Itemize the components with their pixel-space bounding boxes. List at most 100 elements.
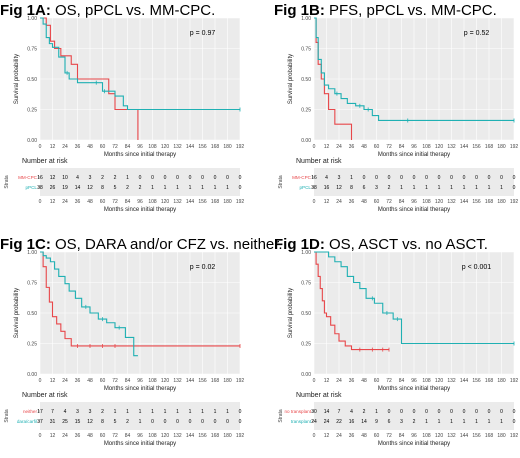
km-curve: [314, 251, 389, 351]
risk-count: 1: [488, 419, 491, 425]
risk-count: 2: [139, 185, 142, 191]
panel-label-b: Fig 1B:: [274, 2, 325, 19]
risk-x-tick-label: 168: [485, 433, 494, 439]
x-tick-label: 192: [510, 378, 519, 384]
risk-x-tick-label: 72: [112, 433, 118, 439]
x-tick-label: 180: [223, 378, 232, 384]
km-curve: [314, 251, 514, 345]
risk-x-tick-label: 156: [472, 199, 481, 205]
panel-title-text-b: PFS, pPCL vs. MM-CPC.: [324, 2, 497, 19]
risk-x-tick-label: 96: [137, 199, 143, 205]
risk-count: 38: [311, 185, 317, 191]
risk-count: 1: [151, 185, 154, 191]
risk-count: 1: [126, 175, 129, 181]
risk-x-tick-label: 0: [313, 199, 316, 205]
x-tick-label: 132: [447, 144, 456, 150]
x-tick-label: 192: [236, 378, 245, 384]
risk-count: 0: [214, 419, 217, 425]
risk-count: 6: [363, 185, 366, 191]
y-tick-label: 1.00: [27, 16, 37, 22]
risk-count: 24: [324, 419, 330, 425]
y-tick-label: 0.50: [301, 77, 311, 83]
x-tick-label: 0: [313, 378, 316, 384]
x-tick-label: 24: [336, 378, 342, 384]
km-panel: 0 12 24 36 48 60 72 84 96 108 120 132 144 156 168 180 19…: [4, 16, 244, 213]
risk-count: 15: [75, 419, 81, 425]
risk-x-tick-label: 132: [173, 433, 182, 439]
risk-x-tick-label: 84: [125, 199, 131, 205]
risk-count: 0: [164, 175, 167, 181]
risk-x-tick-label: 132: [447, 433, 456, 439]
risk-count: 0: [500, 175, 503, 181]
risk-count: 14: [361, 419, 367, 425]
risk-row-label: dara/carfil: [17, 419, 37, 424]
risk-count: 1: [176, 185, 179, 191]
risk-row-label: MM-CPC: [18, 175, 38, 180]
risk-x-tick-label: 72: [112, 199, 118, 205]
km-curve: [40, 251, 138, 357]
risk-x-tick-label: 108: [422, 199, 431, 205]
risk-count: 0: [226, 419, 229, 425]
risk-x-tick-label: 132: [173, 199, 182, 205]
risk-count: 1: [214, 185, 217, 191]
risk-count: 0: [463, 175, 466, 181]
risk-x-axis-label: Months since initial therapy: [104, 441, 176, 447]
x-tick-label: 132: [173, 378, 182, 384]
risk-x-tick-label: 12: [50, 199, 56, 205]
risk-count: 0: [500, 409, 503, 415]
risk-x-axis-label: Months since initial therapy: [378, 441, 450, 447]
risk-count: 0: [425, 175, 428, 181]
risk-count: 0: [176, 175, 179, 181]
risk-count: 14: [75, 185, 81, 191]
x-tick-label: 120: [161, 144, 170, 150]
risk-count: 0: [438, 409, 441, 415]
risk-count: 0: [363, 175, 366, 181]
risk-count: 1: [350, 175, 353, 181]
risk-count: 1: [463, 419, 466, 425]
y-tick-label: 0.25: [27, 107, 37, 113]
p-value-label: p = 0.97: [190, 30, 216, 37]
risk-count: 0: [239, 409, 242, 415]
p-value-label: p = 0.02: [190, 264, 216, 271]
risk-count: 1: [500, 419, 503, 425]
risk-count: 0: [438, 175, 441, 181]
risk-table-title: Number at risk: [22, 392, 68, 399]
y-axis-label: Survival probability: [14, 54, 20, 104]
x-tick-label: 60: [374, 144, 380, 150]
x-tick-label: 108: [422, 144, 431, 150]
risk-count: 0: [475, 175, 478, 181]
risk-count: 0: [164, 419, 167, 425]
risk-x-tick-label: 84: [399, 199, 405, 205]
x-axis-label: Months since initial therapy: [104, 152, 176, 158]
x-tick-label: 120: [435, 144, 444, 150]
x-tick-label: 96: [411, 144, 417, 150]
risk-x-tick-label: 24: [336, 433, 342, 439]
panel-title-text-c: OS, DARA and/or CFZ vs. neither.: [50, 236, 283, 253]
risk-count: 2: [413, 419, 416, 425]
risk-count: 0: [513, 175, 516, 181]
risk-row-label: no transplant: [284, 409, 311, 414]
risk-count: 0: [513, 185, 516, 191]
risk-x-tick-label: 24: [62, 199, 68, 205]
risk-count: 1: [164, 409, 167, 415]
x-tick-label: 168: [485, 378, 494, 384]
y-tick-label: 1.00: [301, 250, 311, 256]
risk-count: 37: [37, 419, 43, 425]
y-tick-label: 0.25: [27, 341, 37, 347]
km-curve: [40, 251, 240, 347]
risk-x-tick-label: 192: [236, 199, 245, 205]
risk-count: 1: [438, 185, 441, 191]
risk-x-tick-label: 48: [87, 433, 93, 439]
risk-count: 1: [226, 185, 229, 191]
y-tick-label: 0.50: [27, 77, 37, 83]
x-tick-label: 0: [39, 378, 42, 384]
risk-count: 4: [64, 409, 67, 415]
risk-x-tick-label: 60: [374, 199, 380, 205]
y-tick-label: 0.25: [301, 107, 311, 113]
risk-count: 8: [101, 419, 104, 425]
risk-count: 0: [400, 175, 403, 181]
x-tick-label: 12: [50, 378, 56, 384]
risk-x-tick-label: 24: [336, 199, 342, 205]
y-tick-label: 1.00: [27, 250, 37, 256]
risk-count: 1: [201, 409, 204, 415]
